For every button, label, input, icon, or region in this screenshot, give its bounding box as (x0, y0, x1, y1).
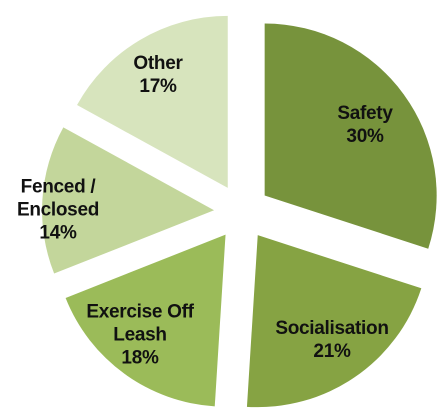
slice-label: Exercise Off Leash 18% (73, 301, 208, 370)
value-label: 30% (346, 126, 384, 147)
value-label: 21% (313, 341, 351, 362)
category-label: Other (133, 53, 183, 74)
pie-slice (65, 234, 226, 407)
category-label: Fenced / Enclosed (16, 176, 100, 221)
category-label: Safety (337, 103, 393, 124)
category-label: Socialisation (275, 318, 389, 339)
pie-slice (77, 15, 228, 188)
pie-slice (42, 127, 215, 274)
slice-label: Other 17% (108, 52, 208, 98)
slice-label: Fenced / Enclosed 14% (11, 176, 106, 245)
value-label: 14% (39, 222, 77, 244)
value-label: 18% (121, 347, 159, 369)
pie-slice (264, 23, 437, 249)
slice-label: Safety 30% (315, 102, 415, 148)
pie-slice (246, 235, 422, 408)
category-label: Exercise Off Leash (86, 301, 194, 346)
slice-label: Socialisation 21% (257, 317, 407, 363)
value-label: 17% (139, 76, 177, 97)
